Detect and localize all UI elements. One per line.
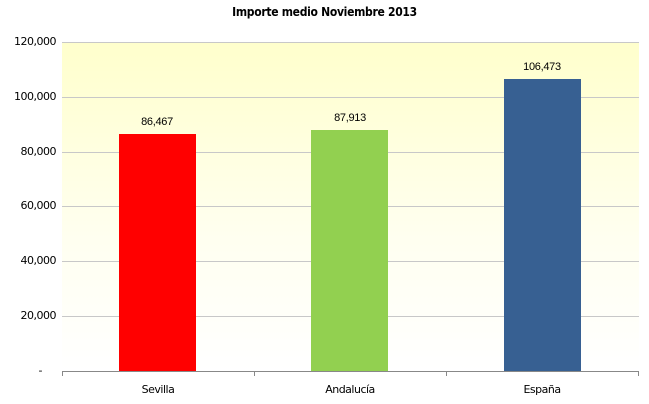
value-label-espana: 106,473 xyxy=(523,61,561,73)
bar-espana xyxy=(504,79,581,371)
value-label-sevilla: 86,467 xyxy=(141,116,173,128)
gridline-100000 xyxy=(62,97,639,98)
x-tick xyxy=(446,371,447,376)
x-tick xyxy=(638,371,639,376)
y-tick-label: 40,000 xyxy=(20,254,57,267)
y-tick-label: 120,000 xyxy=(14,35,57,48)
value-label-andalucia: 87,913 xyxy=(334,112,366,124)
y-tick-label: 100,000 xyxy=(14,90,57,103)
chart-title: Importe medio Noviembre 2013 xyxy=(232,5,417,19)
bar-andalucia xyxy=(311,130,388,371)
x-label-sevilla: Sevilla xyxy=(141,383,175,396)
bar-sevilla xyxy=(119,134,196,371)
y-tick-label: 20,000 xyxy=(20,309,57,322)
y-tick-label: - xyxy=(38,364,43,377)
x-tick xyxy=(62,371,63,376)
y-tick-label: 60,000 xyxy=(20,199,57,212)
x-label-espana: España xyxy=(523,383,561,396)
y-tick-label: 80,000 xyxy=(20,145,57,158)
x-label-andalucia: Andalucía xyxy=(325,383,375,396)
x-tick xyxy=(254,371,255,376)
x-axis xyxy=(62,371,639,372)
gridline-120000 xyxy=(62,42,639,43)
